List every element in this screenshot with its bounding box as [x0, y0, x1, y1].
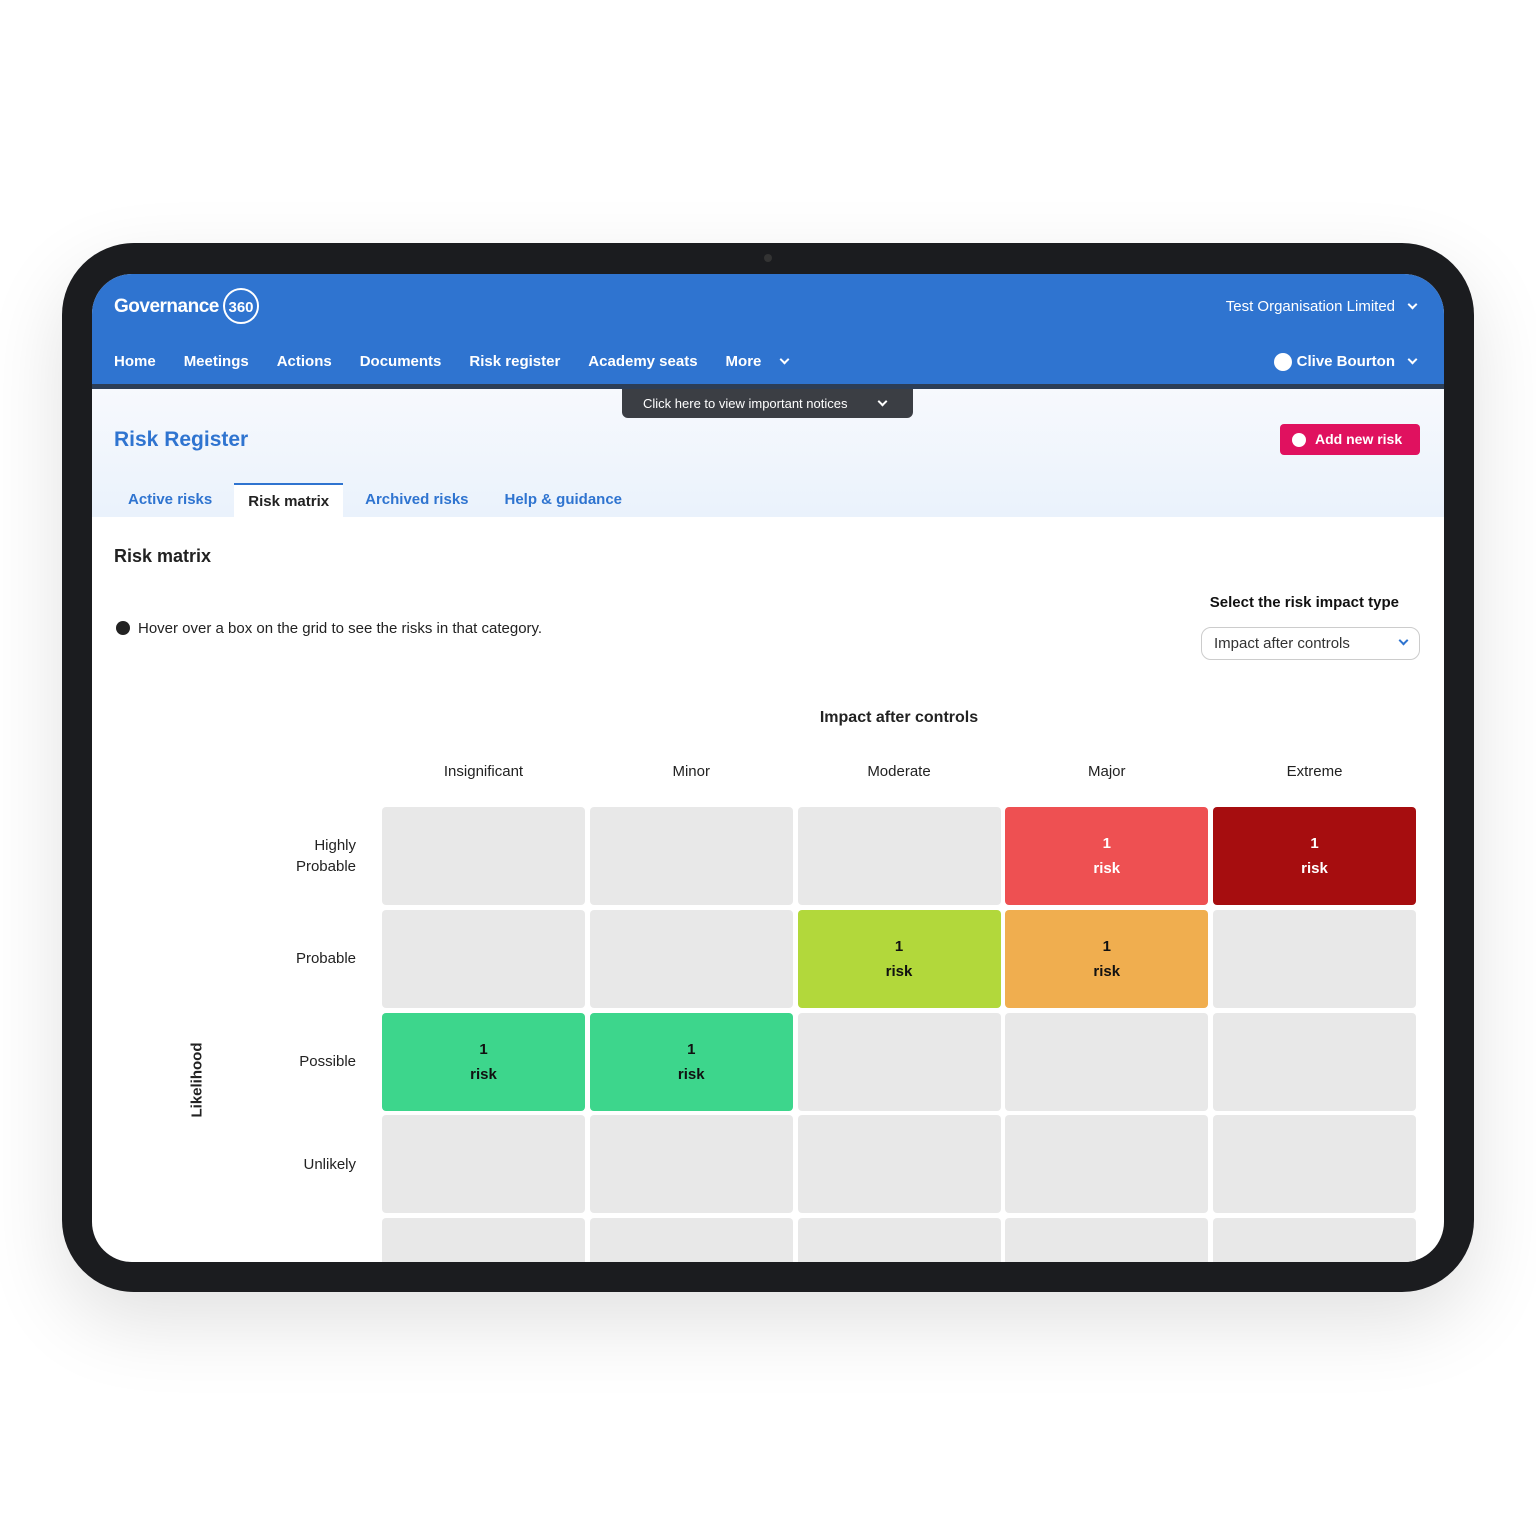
- matrix-cell[interactable]: [589, 807, 793, 905]
- user-menu[interactable]: Clive Bourton: [1296, 353, 1395, 370]
- nav-item[interactable]: More: [725, 353, 762, 370]
- matrix-cell[interactable]: [1005, 1012, 1209, 1111]
- column-label: Major: [1087, 763, 1126, 780]
- matrix-cell[interactable]: [382, 1115, 585, 1214]
- plus-icon: [1292, 433, 1306, 447]
- column-label: Minor: [672, 763, 710, 780]
- matrix-cell[interactable]: [797, 1218, 1001, 1262]
- row-label: Probable: [295, 950, 356, 968]
- add-button-text: Add new risk: [1315, 431, 1403, 447]
- header: [92, 274, 1444, 384]
- risk-label: risk: [1093, 860, 1121, 877]
- select-label: Select the risk impact type: [1209, 594, 1399, 611]
- matrix-cell[interactable]: [589, 909, 793, 1008]
- camera: [764, 254, 772, 262]
- notice-tab[interactable]: Click here to view important notices: [622, 389, 913, 418]
- row-label: Highly Probable: [295, 837, 356, 875]
- nav-item[interactable]: Documents: [359, 353, 442, 370]
- impact-select[interactable]: Impact after controls: [1201, 627, 1420, 660]
- add-button[interactable]: Add new risk: [1280, 424, 1420, 455]
- risk-count: 1: [1102, 835, 1111, 852]
- matrix-cell[interactable]: [382, 807, 585, 905]
- nav-item[interactable]: Actions: [276, 353, 332, 370]
- matrix-cell[interactable]: [1213, 1012, 1416, 1111]
- caret: [877, 396, 888, 407]
- matrix-cell[interactable]: [1213, 1115, 1416, 1214]
- brand-badge: 360: [223, 288, 259, 324]
- select-value: Impact after controls: [1214, 635, 1350, 652]
- tab[interactable]: Risk matrix: [234, 483, 344, 517]
- column-label: Extreme: [1286, 763, 1343, 780]
- matrix-cell[interactable]: [589, 1218, 793, 1262]
- risk-label: risk: [1093, 962, 1121, 980]
- matrix-cell[interactable]: [797, 807, 1001, 905]
- matrix-cell[interactable]: 1 risk: [382, 1012, 585, 1111]
- hint: Hover over a box on the grid to see the …: [138, 620, 543, 637]
- matrix-cell[interactable]: 1 risk: [1005, 909, 1209, 1008]
- info-icon: [116, 621, 130, 635]
- tab[interactable]: Help & guidance: [504, 491, 623, 508]
- risk-label: risk: [885, 962, 913, 980]
- row-label: Unlikely: [303, 1155, 356, 1173]
- nav-item[interactable]: Academy seats: [588, 353, 698, 370]
- matrix-cell[interactable]: [797, 1115, 1001, 1214]
- nav-item[interactable]: Home: [114, 353, 156, 370]
- user-icon: [1274, 353, 1292, 371]
- matrix-cell[interactable]: 1 risk: [589, 1012, 793, 1111]
- header-bar: [92, 384, 1444, 389]
- matrix-cell[interactable]: 1 risk: [1005, 807, 1209, 905]
- risk-count: 1: [479, 1040, 488, 1058]
- risk-label: risk: [470, 1065, 497, 1083]
- column-label: Moderate: [867, 763, 931, 780]
- matrix-cell[interactable]: [1005, 1218, 1209, 1262]
- page-title: Risk Register: [114, 428, 249, 451]
- screen: Governance 360 Test Organisation Limited Ho…: [92, 274, 1444, 1262]
- organisation-select[interactable]: Test Organisation Limited: [1225, 298, 1395, 315]
- matrix-cell[interactable]: [1213, 909, 1416, 1008]
- matrix-cell[interactable]: 1 risk: [1213, 807, 1416, 905]
- risk-label: risk: [1301, 860, 1328, 877]
- nav-item[interactable]: Risk register: [469, 353, 561, 370]
- matrix-cell[interactable]: [382, 1218, 585, 1262]
- nav-item[interactable]: Meetings: [183, 353, 249, 370]
- brand: Governance: [114, 296, 219, 317]
- risk-count: 1: [1102, 937, 1111, 955]
- risk-count: 1: [894, 937, 904, 955]
- column-label: Insignificant: [443, 763, 524, 780]
- matrix-cell[interactable]: [382, 909, 585, 1008]
- matrix-cell[interactable]: [1213, 1218, 1416, 1262]
- section-title: Risk matrix: [114, 546, 212, 566]
- risk-count: 1: [687, 1040, 696, 1058]
- risk-count: 1: [1310, 835, 1319, 852]
- notice-text: Click here to view important notices: [643, 396, 848, 411]
- tab[interactable]: Active risks: [128, 491, 213, 508]
- y-axis-label: Likelihood: [188, 1042, 206, 1118]
- matrix-title: Impact after controls: [819, 709, 979, 726]
- matrix-cell[interactable]: [1005, 1115, 1209, 1214]
- risk-label: risk: [677, 1065, 705, 1083]
- matrix-cell[interactable]: [797, 1012, 1001, 1111]
- matrix-cell[interactable]: 1 risk: [797, 909, 1001, 1008]
- matrix-cell[interactable]: [589, 1115, 793, 1214]
- caret: [1398, 635, 1409, 646]
- row-label: Possible: [299, 1053, 356, 1070]
- tab[interactable]: Archived risks: [365, 491, 469, 508]
